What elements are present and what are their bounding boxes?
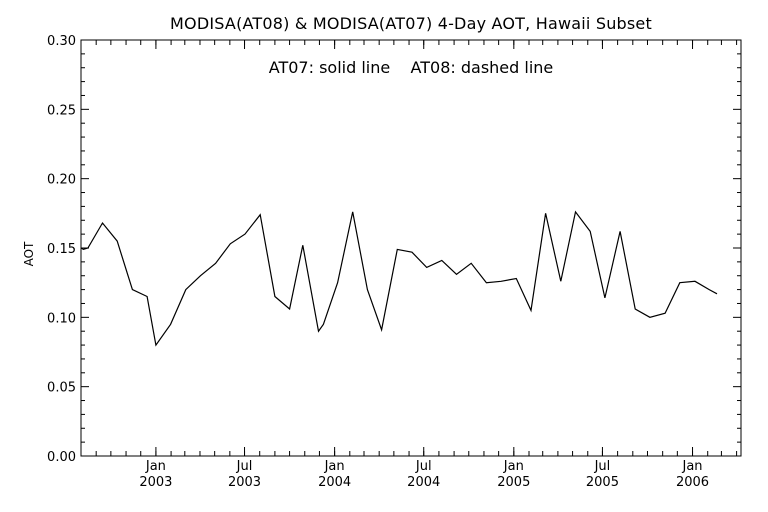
x-axis: Jan2003Jul2003Jan2004Jul2004Jan2005Jul20…	[95, 40, 738, 490]
series-group	[80, 210, 718, 347]
y-tick-label: 0.05	[47, 381, 76, 396]
chart-title: MODISA(AT08) & MODISA(AT07) 4-Day AOT, H…	[170, 14, 652, 33]
plot-frame	[80, 39, 742, 457]
x-tick-label-year: 2003	[139, 475, 172, 490]
y-tick-label: 0.15	[47, 242, 76, 257]
y-tick-label: 0.25	[47, 103, 76, 118]
y-tick-label: 0.20	[47, 173, 76, 188]
x-tick-label-year: 2005	[497, 475, 530, 490]
x-tick-label-year: 2005	[586, 475, 619, 490]
x-tick-label-month: Jan	[682, 459, 703, 474]
y-tick-label: 0.30	[47, 34, 76, 49]
x-tick-label-month: Jan	[503, 459, 524, 474]
x-tick-label-year: 2003	[228, 475, 261, 490]
series-line-at07	[80, 210, 718, 347]
x-tick-label-year: 2004	[318, 475, 351, 490]
x-tick-label-year: 2004	[407, 475, 440, 490]
x-tick-label-month: Jan	[324, 459, 345, 474]
x-tick-label-month: Jul	[594, 459, 611, 474]
x-tick-label-year: 2006	[676, 475, 709, 490]
x-tick-label-month: Jan	[145, 459, 166, 474]
y-axis: 0.00 0.05 0.10 0.15 0.20 0.25 0.30	[47, 34, 741, 465]
y-tick-label: 0.10	[47, 311, 76, 326]
x-tick-label-month: Jul	[236, 459, 253, 474]
y-tick-label: 0.00	[47, 450, 76, 465]
x-tick-label-month: Jul	[415, 459, 432, 474]
chart-annotation: AT07: solid line AT08: dashed line	[268, 58, 554, 77]
